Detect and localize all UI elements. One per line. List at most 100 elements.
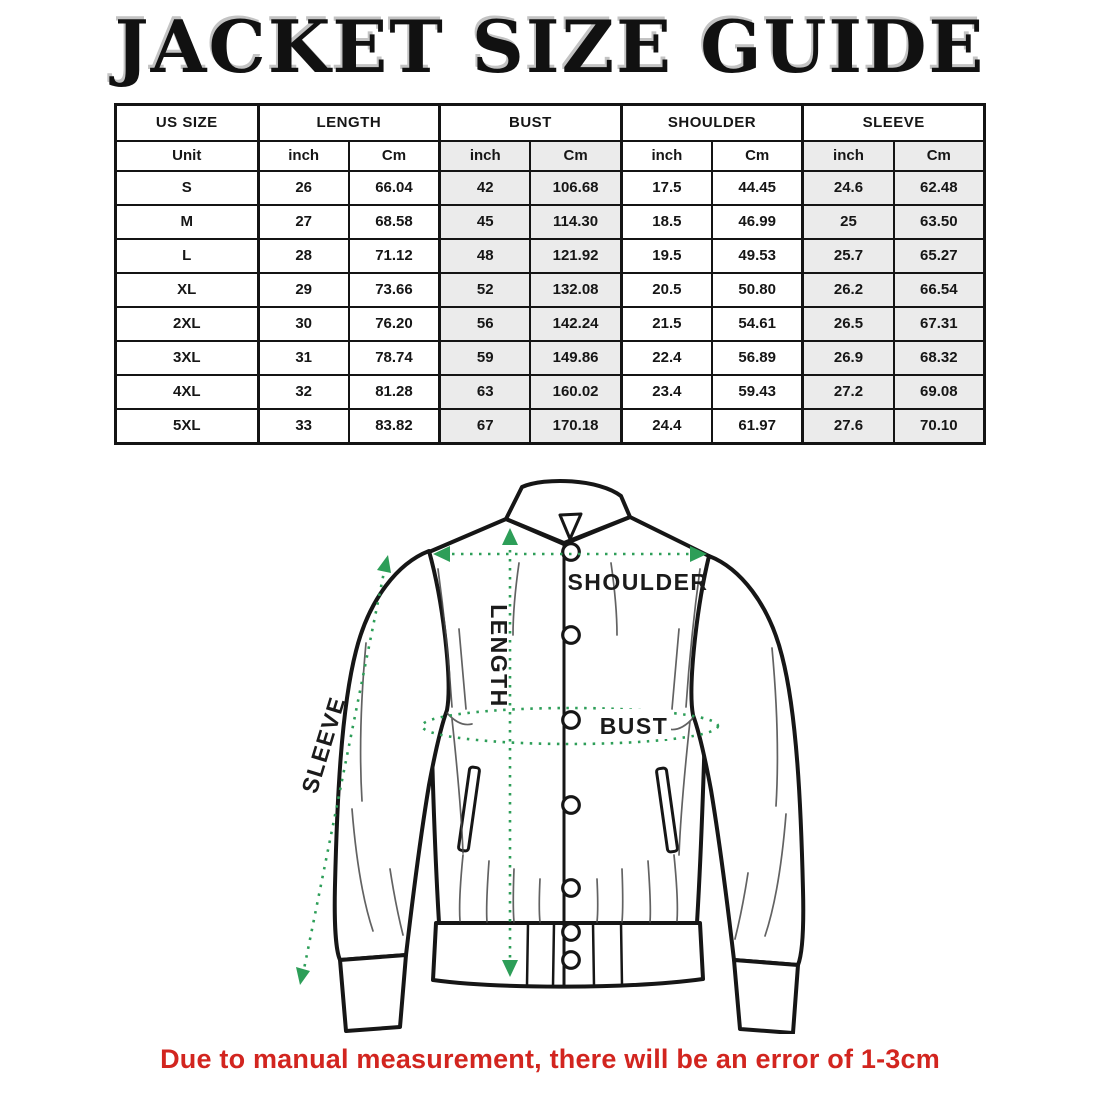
value-cell: 68.58: [347, 203, 441, 240]
jacket-outline: [332, 478, 806, 1034]
value-cell: 83.82: [347, 407, 441, 445]
value-cell: 63.50: [892, 203, 986, 240]
snap-button: [561, 794, 581, 815]
bust-measure-ellipse: [420, 706, 720, 746]
unit-header-cell: Cm: [347, 139, 441, 172]
sleeve-measure-line: [301, 566, 387, 975]
value-cell: 17.5: [619, 169, 714, 206]
unit-header-cell: inch: [801, 139, 895, 172]
col-group-bust: BUST: [438, 103, 623, 142]
jacket-left-cuff: [338, 952, 408, 1033]
arrowhead-right: [690, 545, 707, 562]
jacket-details: [457, 543, 679, 986]
table-row: 5XL 33 83.82 67 170.18 24.4 61.97 27.6 70.10: [114, 407, 986, 445]
table-row: 4XL 32 81.28 63 160.02 23.4 59.43 27.2 69.08: [114, 373, 986, 410]
table-row: S 26 66.04 42 106.68 17.5 44.45 24.6 62.48: [114, 169, 986, 206]
value-cell: 170.18: [529, 407, 623, 445]
collar-inner-triangle: [558, 512, 583, 541]
arrowhead-left: [433, 545, 450, 562]
table-row: 2XL 30 76.20 56 142.24 21.5 54.61 26.5 67.31: [114, 305, 986, 342]
snap-button: [561, 541, 581, 562]
snap-button: [561, 949, 581, 970]
value-cell: 30: [256, 305, 350, 342]
unit-header-cell: inch: [619, 139, 714, 172]
value-cell: 18.5: [619, 203, 714, 240]
size-cell: 3XL: [114, 339, 260, 376]
value-cell: 26.5: [801, 305, 895, 342]
jacket-right-sleeve: [689, 553, 806, 967]
value-cell: 31: [256, 339, 350, 376]
value-cell: 76.20: [347, 305, 441, 342]
value-cell: 142.24: [529, 305, 623, 342]
snap-button: [561, 709, 581, 730]
bust-label-bg: [597, 708, 671, 739]
size-cell: 4XL: [114, 373, 260, 410]
size-cell: L: [114, 237, 260, 274]
value-cell: 149.86: [529, 339, 623, 376]
right-pocket-welt: [655, 766, 679, 854]
value-cell: 69.08: [892, 373, 986, 410]
length-label: LENGTH: [486, 604, 512, 708]
jacket-collar: [504, 478, 632, 545]
value-cell: 46.99: [711, 203, 804, 240]
value-cell: 48: [438, 237, 532, 274]
value-cell: 28: [256, 237, 350, 274]
value-cell: 24.4: [619, 407, 714, 445]
value-cell: 29: [256, 271, 350, 308]
unit-header-cell: Cm: [711, 139, 804, 172]
value-cell: 24.6: [801, 169, 895, 206]
snap-button: [561, 877, 581, 898]
arrowhead-up: [502, 527, 518, 545]
value-cell: 63: [438, 373, 532, 410]
value-cell: 56: [438, 305, 532, 342]
value-cell: 66.54: [892, 271, 986, 308]
unit-header-cell: inch: [438, 139, 532, 172]
value-cell: 106.68: [529, 169, 623, 206]
value-cell: 32: [256, 373, 350, 410]
value-cell: 67.31: [892, 305, 986, 342]
value-cell: 78.74: [347, 339, 441, 376]
size-cell: XL: [114, 271, 260, 308]
value-cell: 45: [438, 203, 532, 240]
table-row: M 27 68.58 45 114.30 18.5 46.99 25 63.50: [114, 203, 986, 240]
col-group-length: LENGTH: [256, 103, 441, 142]
jacket-diagram: SHOULDER LENGTH BUST SLEEVE: [0, 459, 1100, 1034]
measure-lines: [301, 540, 720, 975]
size-cell: S: [114, 169, 260, 206]
value-cell: 114.30: [529, 203, 623, 240]
page: JACKET SIZE GUIDE US SIZE LENGTH BUST SHOUL…: [0, 4, 1100, 1106]
col-group-us-size: US SIZE: [114, 103, 260, 142]
value-cell: 50.80: [711, 271, 804, 308]
snap-button: [561, 921, 581, 942]
value-cell: 160.02: [529, 373, 623, 410]
measurement-note: Due to manual measurement, there will be…: [160, 1043, 940, 1074]
value-cell: 26.9: [801, 339, 895, 376]
jacket-right-cuff: [732, 957, 800, 1034]
value-cell: 27.2: [801, 373, 895, 410]
jacket-left-sleeve: [332, 548, 451, 962]
value-cell: 52: [438, 271, 532, 308]
jacket-svg: SHOULDER LENGTH BUST SLEEVE: [296, 478, 806, 1034]
value-cell: 62.48: [892, 169, 986, 206]
page-title: JACKET SIZE GUIDE: [114, 4, 986, 89]
table-row: 3XL 31 78.74 59 149.86 22.4 56.89 26.9 68.32: [114, 339, 986, 376]
value-cell: 81.28: [347, 373, 441, 410]
col-group-sleeve: SLEEVE: [801, 103, 986, 142]
value-cell: 19.5: [619, 237, 714, 274]
unit-header-row: Unit inch Cm inch Cm inch Cm inch Cm: [114, 139, 986, 172]
value-cell: 23.4: [619, 373, 714, 410]
value-cell: 25: [801, 203, 895, 240]
value-cell: 59.43: [711, 373, 804, 410]
value-cell: 66.04: [347, 169, 441, 206]
value-cell: 21.5: [619, 305, 714, 342]
size-cell: 2XL: [114, 305, 260, 342]
value-cell: 26.2: [801, 271, 895, 308]
unit-header-cell: Cm: [892, 139, 986, 172]
value-cell: 26: [256, 169, 350, 206]
value-cell: 71.12: [347, 237, 441, 274]
value-cell: 56.89: [711, 339, 804, 376]
unit-header-cell: inch: [256, 139, 350, 172]
size-cell: M: [114, 203, 260, 240]
value-cell: 65.27: [892, 237, 986, 274]
value-cell: 73.66: [347, 271, 441, 308]
